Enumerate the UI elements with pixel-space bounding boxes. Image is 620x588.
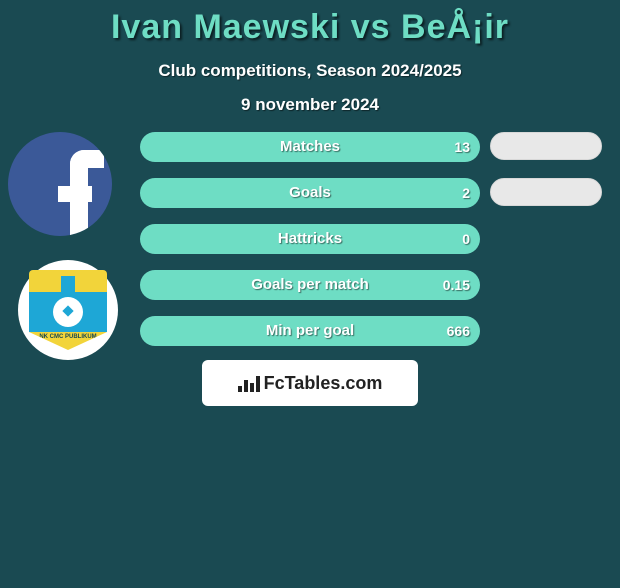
footer-date: 9 november 2024 [0,95,620,115]
fctables-label: FcTables.com [264,373,383,394]
stat-row: Goals 2 [140,178,480,208]
stat-left-value: 0 [140,224,470,254]
soccer-ball-icon [53,297,83,327]
stat-row: Matches 13 [140,132,480,162]
stat-left-value: 2 [140,178,470,208]
bar-chart-icon [238,374,260,392]
stat-row: Hattricks 0 [140,224,480,254]
club-shield-icon: NK CMC PUBLIKUM [29,270,107,350]
stat-left-value: 0.15 [140,270,470,300]
player-left-avatar [8,132,112,236]
page-title: Ivan Maewski vs BeÅ¡ir [0,8,620,47]
stat-right-pill [490,132,602,160]
stat-left-value: 666 [140,316,470,346]
stat-row: Goals per match 0.15 [140,270,480,300]
stat-right-pill [490,178,602,206]
stat-left-value: 13 [140,132,470,162]
fctables-badge[interactable]: FcTables.com [202,360,418,406]
stat-row: Min per goal 666 [140,316,480,346]
club-name-label: NK CMC PUBLIKUM [29,332,107,350]
facebook-f-icon [62,150,106,236]
player-left-club-badge: NK CMC PUBLIKUM [18,260,118,360]
stats-container: Matches 13 Goals 2 Hattricks 0 Goals per… [140,132,480,362]
page-subtitle: Club competitions, Season 2024/2025 [0,61,620,81]
